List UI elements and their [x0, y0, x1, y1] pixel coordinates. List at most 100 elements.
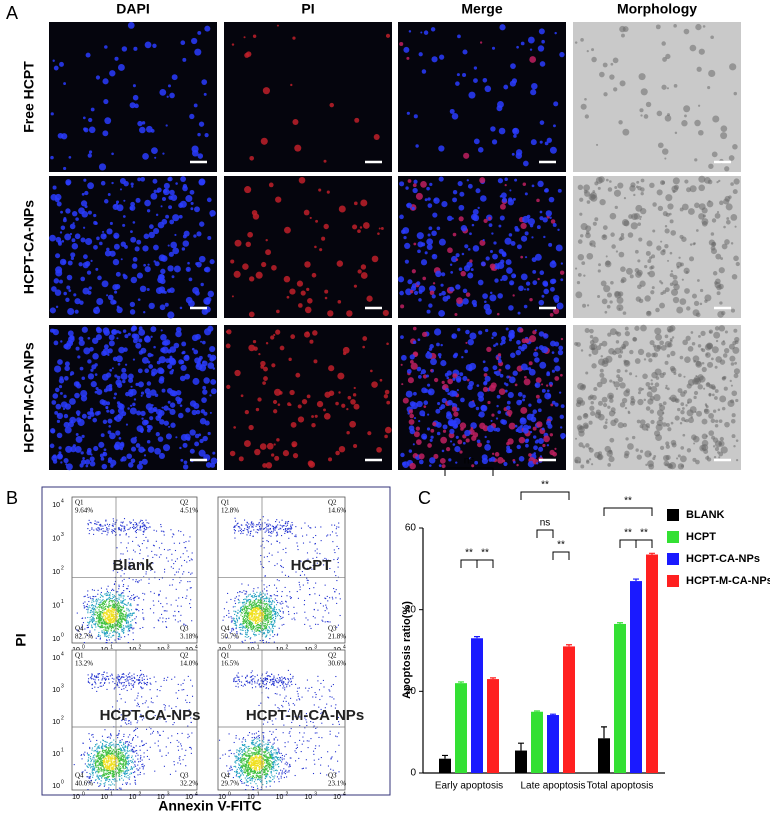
- cell: [80, 459, 87, 465]
- cell: [478, 395, 485, 402]
- event-dot: [127, 528, 129, 531]
- cell: [169, 219, 175, 225]
- event-dot: [233, 526, 235, 528]
- cell: [710, 241, 716, 247]
- event-dot: [245, 598, 247, 600]
- column-header: DAPI: [116, 1, 149, 17]
- event-dot: [121, 615, 124, 617]
- event-dot: [174, 610, 176, 612]
- cell: [524, 231, 529, 236]
- cell: [529, 430, 533, 434]
- event-dot: [161, 613, 163, 615]
- cell: [131, 333, 138, 339]
- event-dot: [103, 616, 105, 618]
- event-dot: [99, 615, 101, 617]
- cell: [204, 328, 212, 336]
- cell: [506, 409, 513, 416]
- event-dot: [280, 559, 282, 561]
- event-dot: [136, 528, 138, 530]
- cell: [74, 233, 81, 240]
- cell: [122, 223, 126, 227]
- cell: [673, 283, 680, 291]
- event-dot: [115, 592, 117, 594]
- cell: [212, 451, 216, 455]
- cell: [162, 152, 165, 155]
- cell: [701, 207, 708, 214]
- quadrant-value: 9.64%: [75, 507, 93, 515]
- event-dot: [109, 622, 112, 624]
- cell: [413, 290, 419, 296]
- cell: [100, 433, 105, 438]
- cell: [508, 332, 515, 340]
- event-dot: [258, 601, 260, 603]
- cell: [672, 274, 678, 280]
- cell: [693, 376, 701, 383]
- event-dot: [158, 600, 160, 602]
- event-dot: [245, 610, 247, 612]
- cell: [680, 402, 685, 406]
- cell: [525, 281, 531, 286]
- event-dot: [307, 579, 309, 582]
- event-dot: [108, 626, 110, 628]
- cell: [353, 284, 357, 288]
- cell: [437, 353, 442, 357]
- event-dot: [270, 610, 272, 612]
- event-dot: [114, 605, 116, 607]
- cell: [479, 239, 486, 246]
- cell: [353, 443, 358, 449]
- cell: [83, 178, 87, 182]
- event-dot: [125, 615, 127, 617]
- event-dot: [250, 637, 252, 639]
- cell: [484, 444, 491, 451]
- cell: [650, 379, 653, 382]
- cell: [554, 402, 559, 407]
- cell: [656, 344, 662, 350]
- event-dot: [104, 593, 106, 595]
- cell: [686, 448, 692, 453]
- event-dot: [244, 593, 246, 595]
- event-dot: [188, 540, 190, 542]
- event-dot: [269, 618, 272, 620]
- cell: [624, 369, 628, 373]
- cell: [591, 463, 594, 466]
- cell: [729, 63, 737, 71]
- event-dot: [106, 523, 108, 525]
- event-dot: [251, 610, 253, 613]
- event-dot: [260, 613, 262, 615]
- cell: [605, 418, 608, 421]
- cell: [615, 250, 619, 253]
- cell: [584, 327, 590, 333]
- cell: [515, 152, 523, 159]
- event-dot: [119, 524, 122, 526]
- event-dot: [122, 606, 125, 608]
- cell: [411, 283, 417, 288]
- cell: [168, 205, 173, 210]
- event-dot: [114, 619, 116, 621]
- cell: [145, 392, 152, 399]
- cell: [74, 298, 81, 305]
- event-dot: [92, 616, 94, 618]
- event-dot: [263, 607, 265, 609]
- cell: [140, 347, 147, 354]
- event-dot: [123, 618, 125, 620]
- event-dot: [92, 607, 94, 609]
- event-dot: [89, 621, 91, 623]
- cell: [634, 325, 640, 331]
- cell: [454, 312, 458, 317]
- cell: [65, 463, 68, 466]
- event-dot: [245, 620, 247, 622]
- event-dot: [124, 610, 126, 612]
- event-dot: [102, 622, 104, 624]
- cell: [639, 215, 642, 218]
- cell: [679, 421, 683, 425]
- cell: [595, 176, 603, 184]
- event-dot: [260, 554, 262, 557]
- cell: [149, 416, 154, 421]
- event-dot: [118, 615, 120, 617]
- event-dot: [94, 611, 96, 613]
- event-dot: [102, 609, 104, 611]
- event-dot: [121, 618, 123, 620]
- cell: [598, 413, 601, 416]
- cell: [123, 347, 128, 352]
- cell: [575, 437, 578, 440]
